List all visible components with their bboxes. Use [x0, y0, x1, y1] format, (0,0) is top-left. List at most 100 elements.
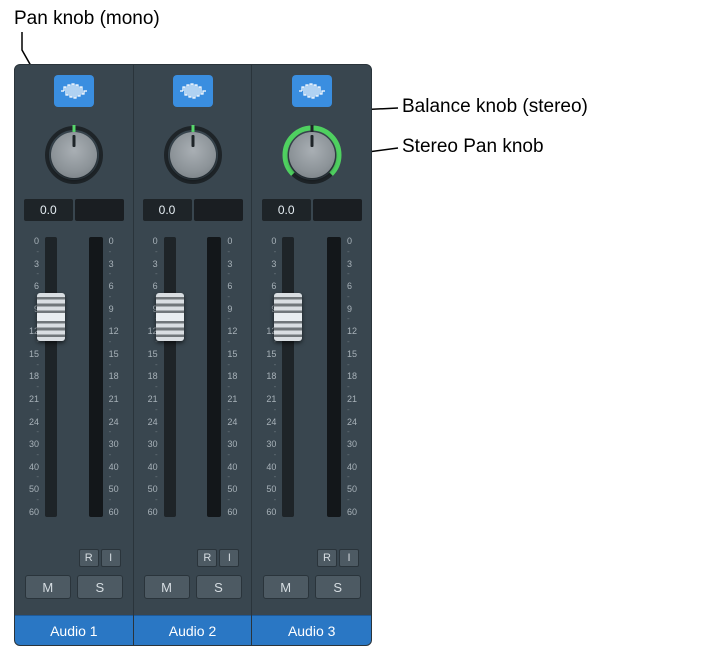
scale-tick: -: [140, 408, 158, 414]
scale-tick: -: [258, 475, 276, 481]
knob-pointer: [310, 135, 313, 147]
read-automation-button[interactable]: R: [317, 549, 337, 567]
mute-button[interactable]: M: [144, 575, 190, 599]
scale-label: 60: [227, 508, 245, 517]
scale-label: 21: [140, 395, 158, 404]
scale-label: 18: [347, 372, 365, 381]
scale-tick: -: [227, 475, 245, 481]
level-value[interactable]: 0.0: [143, 199, 192, 221]
knob-pointer: [191, 135, 194, 147]
scale-label: 21: [258, 395, 276, 404]
scale-tick: -: [258, 430, 276, 436]
scale-tick: -: [258, 340, 276, 346]
fader-cap[interactable]: [156, 293, 184, 341]
scale-label: 3: [258, 260, 276, 269]
scale-label: 30: [227, 440, 245, 449]
format-button[interactable]: [292, 75, 332, 107]
mute-button[interactable]: M: [25, 575, 71, 599]
scale-label: 30: [21, 440, 39, 449]
solo-button[interactable]: S: [77, 575, 123, 599]
pan-knob[interactable]: [44, 125, 104, 185]
scale-tick: -: [347, 250, 365, 256]
scale-tick: -: [258, 385, 276, 391]
scale-label: 18: [227, 372, 245, 381]
input-monitor-button[interactable]: I: [339, 549, 359, 567]
knob-body: [289, 132, 335, 178]
level-value[interactable]: 0.0: [262, 199, 311, 221]
scale-tick: -: [140, 250, 158, 256]
knob-body: [170, 132, 216, 178]
channel-name-label[interactable]: Audio 2: [134, 615, 252, 645]
scale-label: 50: [21, 485, 39, 494]
scale-tick: -: [109, 250, 127, 256]
scale-tick: -: [347, 340, 365, 346]
knob-body: [51, 132, 97, 178]
format-button[interactable]: [173, 75, 213, 107]
fader-track[interactable]: [45, 237, 57, 517]
channel-name-label[interactable]: Audio 1: [15, 615, 133, 645]
peak-value[interactable]: [75, 199, 124, 221]
format-button[interactable]: [54, 75, 94, 107]
scale-label: 30: [347, 440, 365, 449]
scale-tick: -: [21, 340, 39, 346]
waveform-icon: [178, 82, 208, 100]
scale-label: 15: [140, 350, 158, 359]
scale-label: 40: [140, 463, 158, 472]
scale-label: 60: [21, 508, 39, 517]
fader-track[interactable]: [282, 237, 294, 517]
scale-label: 6: [21, 282, 39, 291]
input-monitor-button[interactable]: I: [101, 549, 121, 567]
fader-track[interactable]: [164, 237, 176, 517]
scale-tick: -: [21, 385, 39, 391]
scale-label: 12: [109, 327, 127, 336]
scale-label: 21: [227, 395, 245, 404]
scale-label: 18: [109, 372, 127, 381]
read-automation-button[interactable]: R: [197, 549, 217, 567]
fader-cap[interactable]: [37, 293, 65, 341]
scale-label: 60: [109, 508, 127, 517]
scale-label: 15: [109, 350, 127, 359]
solo-button[interactable]: S: [196, 575, 242, 599]
scale-label: 3: [347, 260, 365, 269]
scale-tick: -: [227, 250, 245, 256]
scale-tick: -: [258, 272, 276, 278]
scale-tick: -: [347, 453, 365, 459]
level-value[interactable]: 0.0: [24, 199, 73, 221]
scale-tick: -: [21, 408, 39, 414]
level-meter: [327, 237, 341, 517]
scale-label: 0: [258, 237, 276, 246]
scale-label: 0: [347, 237, 365, 246]
scale-tick: -: [109, 430, 127, 436]
scale-label: 50: [140, 485, 158, 494]
input-monitor-button[interactable]: I: [219, 549, 239, 567]
solo-button[interactable]: S: [315, 575, 361, 599]
scale-tick: -: [347, 295, 365, 301]
stereo-pan-knob[interactable]: [282, 125, 342, 185]
scale-tick: -: [227, 340, 245, 346]
scale-tick: -: [227, 385, 245, 391]
scale-label: 60: [258, 508, 276, 517]
scale-tick: -: [258, 363, 276, 369]
waveform-icon: [297, 82, 327, 100]
scale-tick: -: [140, 363, 158, 369]
scale-tick: -: [109, 340, 127, 346]
channel-name-label[interactable]: Audio 3: [252, 615, 371, 645]
level-meter: [207, 237, 221, 517]
scale-label: 0: [109, 237, 127, 246]
mute-button[interactable]: M: [263, 575, 309, 599]
knob-pointer: [72, 135, 75, 147]
peak-value[interactable]: [313, 199, 362, 221]
scale-label: 0: [21, 237, 39, 246]
balance-knob[interactable]: [163, 125, 223, 185]
scale-tick: -: [140, 453, 158, 459]
scale-label: 21: [347, 395, 365, 404]
scale-tick: -: [109, 363, 127, 369]
scale-label: 40: [347, 463, 365, 472]
fader-cap[interactable]: [274, 293, 302, 341]
scale-label: 6: [227, 282, 245, 291]
read-automation-button[interactable]: R: [79, 549, 99, 567]
scale-label: 3: [109, 260, 127, 269]
scale-tick: -: [140, 272, 158, 278]
peak-value[interactable]: [194, 199, 243, 221]
scale-tick: -: [227, 295, 245, 301]
